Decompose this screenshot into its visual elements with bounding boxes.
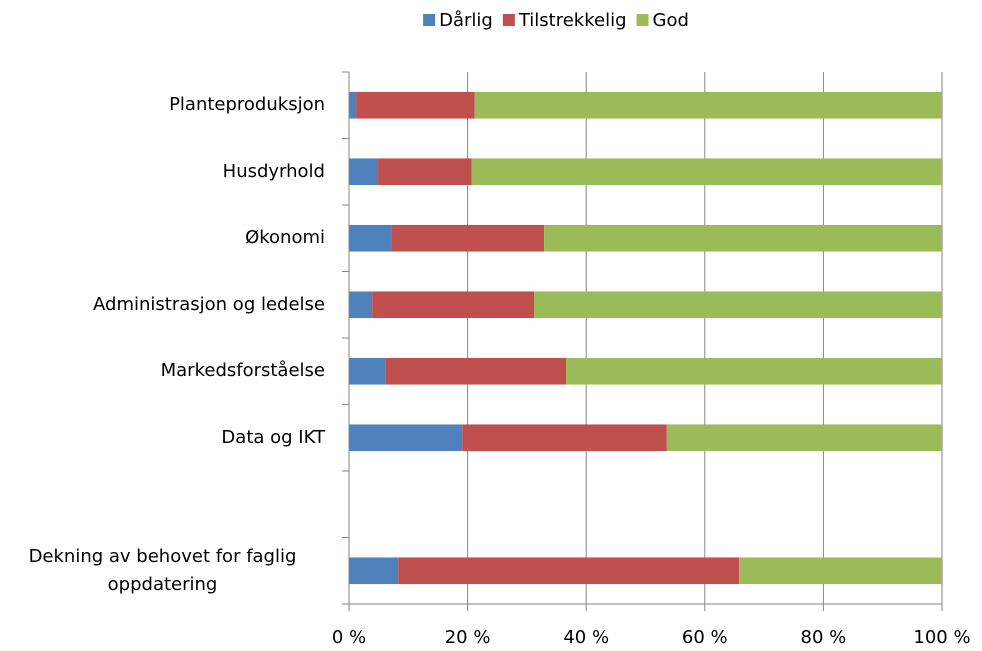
y-tick-label-box: Dekning av behovet for faglig oppdaterin… [0,543,325,599]
y-tick-label-box: Planteproduksjon [169,91,325,119]
bar-segment [372,291,535,319]
bar-segment [349,357,386,385]
y-tick-label: Data og IKT [221,426,325,448]
legend-swatch [636,14,649,26]
x-tick-label: 60 % [682,627,728,648]
y-tick-label-box: Husdyrhold [223,158,325,186]
y-tick-label: Dekning av behovet for faglig oppdaterin… [28,545,297,595]
bar-segment [739,557,942,585]
legend-label: Dårlig [439,10,493,31]
bar-segment [474,91,942,119]
bar-segment [349,424,463,452]
y-tick-label: Økonomi [245,227,325,249]
bar-segment [534,291,942,319]
y-tick-label-box: Data og IKT [221,424,325,452]
x-tick-label: 100 % [913,627,970,648]
bar-segment [391,224,545,252]
y-tick-label: Administrasjon og ledelse [93,293,325,315]
y-tick-label: Markedsforståelse [160,360,325,382]
bar-segment [356,91,475,119]
legend: Dårlig Tilstrekkelig God [423,10,689,31]
bar-segment [471,158,942,186]
bar-segment [378,158,472,186]
bar-segment [462,424,667,452]
y-tick-label: Planteproduksjon [169,94,325,116]
bar-segment [349,91,357,119]
bar-segment [385,357,567,385]
y-tick-label-box: Administrasjon og ledelse [93,291,325,319]
legend-swatch [502,14,515,26]
x-tick-label: 0 % [332,627,366,648]
bar-segment [349,557,399,585]
bar-segment [349,224,392,252]
bar-segment [544,224,942,252]
bar-segment [666,424,942,452]
y-tick-label-box: Markedsforståelse [161,357,325,385]
bar-segment [349,158,379,186]
y-tick-label: Husdyrhold [222,160,325,182]
y-tick-label-box: Økonomi [245,224,325,252]
x-tick-label: 40 % [563,627,609,648]
bar-segment [398,557,740,585]
x-tick-label: 20 % [445,627,491,648]
legend-label: Tilstrekkelig [518,10,627,31]
bar-segment [349,291,373,319]
x-tick-label: 80 % [801,627,847,648]
legend-label: God [653,10,689,31]
legend-swatch [423,14,436,26]
bar-segment [566,357,942,385]
